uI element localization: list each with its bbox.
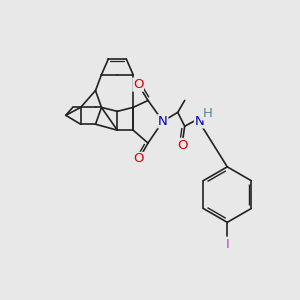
Text: N: N xyxy=(158,115,168,128)
Text: O: O xyxy=(133,78,143,91)
Text: I: I xyxy=(225,238,229,250)
Text: H: H xyxy=(202,107,212,120)
Text: O: O xyxy=(177,139,188,152)
Text: N: N xyxy=(195,115,204,128)
Text: O: O xyxy=(133,152,143,165)
